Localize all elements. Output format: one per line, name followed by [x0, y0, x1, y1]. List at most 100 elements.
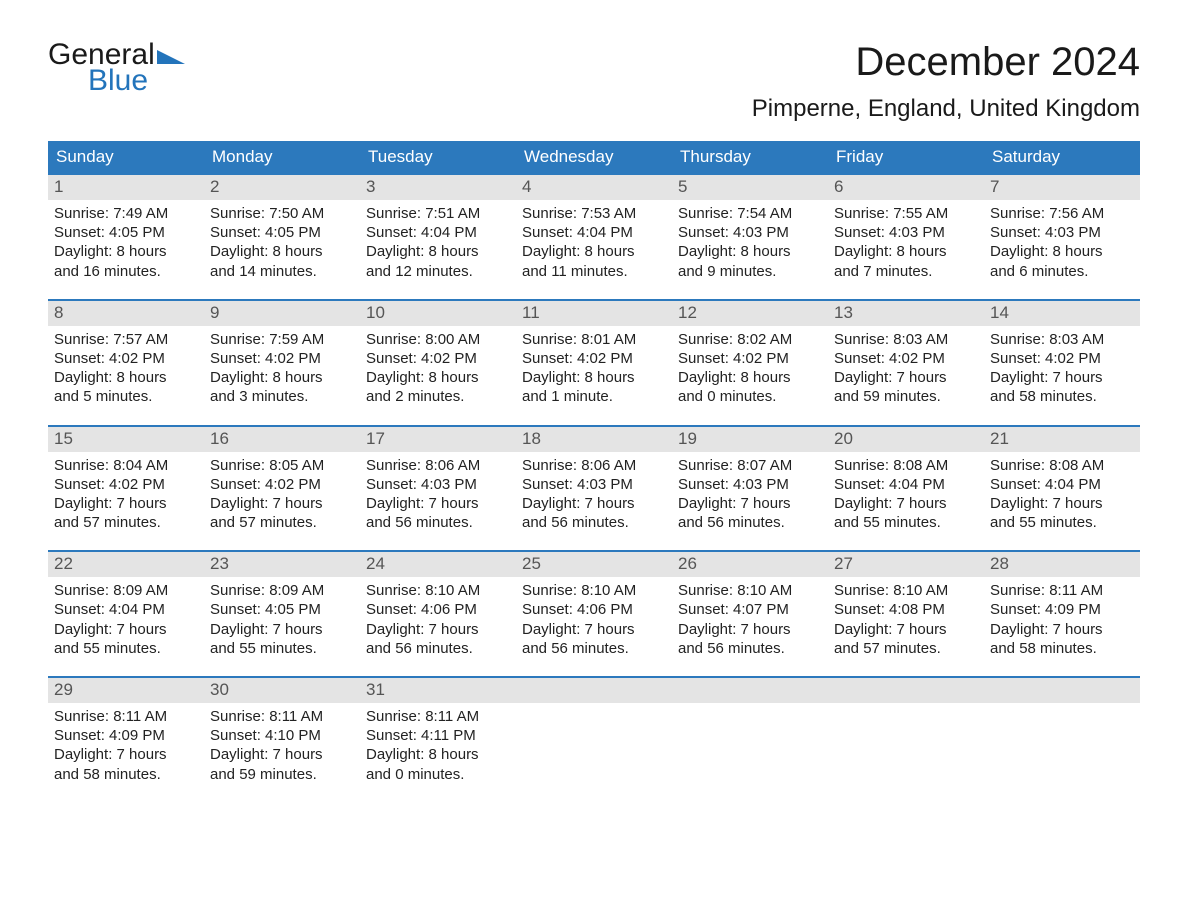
- sunrise-line: Sunrise: 8:05 AM: [210, 456, 354, 475]
- sunset-line: Sunset: 4:05 PM: [210, 223, 354, 242]
- calendar-day: 6Sunrise: 7:55 AMSunset: 4:03 PMDaylight…: [828, 175, 984, 285]
- sunset-line: Sunset: 4:02 PM: [990, 349, 1134, 368]
- sunset-line: Sunset: 4:03 PM: [522, 475, 666, 494]
- sunset-line: Sunset: 4:05 PM: [210, 600, 354, 619]
- weekday-header: Friday: [828, 141, 984, 173]
- day-number: [516, 678, 672, 703]
- weekday-header-row: SundayMondayTuesdayWednesdayThursdayFrid…: [48, 141, 1140, 173]
- day-details: Sunrise: 8:11 AMSunset: 4:09 PMDaylight:…: [984, 577, 1140, 662]
- daylight-line-2: and 55 minutes.: [834, 513, 978, 532]
- sunrise-line: Sunrise: 7:53 AM: [522, 204, 666, 223]
- weekday-header: Wednesday: [516, 141, 672, 173]
- sunrise-line: Sunrise: 8:11 AM: [366, 707, 510, 726]
- sunset-line: Sunset: 4:04 PM: [54, 600, 198, 619]
- day-details: [984, 703, 1140, 711]
- day-number: 22: [48, 552, 204, 577]
- day-details: Sunrise: 8:02 AMSunset: 4:02 PMDaylight:…: [672, 326, 828, 411]
- daylight-line-1: Daylight: 8 hours: [522, 368, 666, 387]
- calendar-day: 28Sunrise: 8:11 AMSunset: 4:09 PMDayligh…: [984, 552, 1140, 662]
- calendar-day-empty: [828, 678, 984, 788]
- day-number: 27: [828, 552, 984, 577]
- calendar-day-empty: [516, 678, 672, 788]
- daylight-line-2: and 16 minutes.: [54, 262, 198, 281]
- daylight-line-2: and 2 minutes.: [366, 387, 510, 406]
- daylight-line-2: and 56 minutes.: [522, 513, 666, 532]
- day-details: Sunrise: 8:10 AMSunset: 4:06 PMDaylight:…: [360, 577, 516, 662]
- daylight-line-2: and 0 minutes.: [366, 765, 510, 784]
- sunset-line: Sunset: 4:02 PM: [210, 475, 354, 494]
- sunrise-line: Sunrise: 8:06 AM: [366, 456, 510, 475]
- calendar-week: 8Sunrise: 7:57 AMSunset: 4:02 PMDaylight…: [48, 299, 1140, 411]
- daylight-line-2: and 6 minutes.: [990, 262, 1134, 281]
- sunrise-line: Sunrise: 8:09 AM: [210, 581, 354, 600]
- sunset-line: Sunset: 4:11 PM: [366, 726, 510, 745]
- day-details: Sunrise: 8:08 AMSunset: 4:04 PMDaylight:…: [828, 452, 984, 537]
- calendar-week: 22Sunrise: 8:09 AMSunset: 4:04 PMDayligh…: [48, 550, 1140, 662]
- sunset-line: Sunset: 4:07 PM: [678, 600, 822, 619]
- sunset-line: Sunset: 4:06 PM: [522, 600, 666, 619]
- calendar-day: 4Sunrise: 7:53 AMSunset: 4:04 PMDaylight…: [516, 175, 672, 285]
- weekday-header: Tuesday: [360, 141, 516, 173]
- day-number: 19: [672, 427, 828, 452]
- daylight-line-1: Daylight: 7 hours: [990, 494, 1134, 513]
- day-details: [672, 703, 828, 711]
- calendar-day: 5Sunrise: 7:54 AMSunset: 4:03 PMDaylight…: [672, 175, 828, 285]
- calendar-day: 7Sunrise: 7:56 AMSunset: 4:03 PMDaylight…: [984, 175, 1140, 285]
- day-number: [828, 678, 984, 703]
- day-details: Sunrise: 8:03 AMSunset: 4:02 PMDaylight:…: [828, 326, 984, 411]
- daylight-line-2: and 7 minutes.: [834, 262, 978, 281]
- calendar-day-empty: [672, 678, 828, 788]
- calendar-day: 18Sunrise: 8:06 AMSunset: 4:03 PMDayligh…: [516, 427, 672, 537]
- daylight-line-2: and 56 minutes.: [366, 513, 510, 532]
- day-number: 10: [360, 301, 516, 326]
- day-number: 12: [672, 301, 828, 326]
- sunrise-line: Sunrise: 7:59 AM: [210, 330, 354, 349]
- day-details: Sunrise: 8:11 AMSunset: 4:09 PMDaylight:…: [48, 703, 204, 788]
- sunset-line: Sunset: 4:06 PM: [366, 600, 510, 619]
- daylight-line-2: and 57 minutes.: [210, 513, 354, 532]
- calendar: SundayMondayTuesdayWednesdayThursdayFrid…: [48, 141, 1140, 788]
- day-number: 31: [360, 678, 516, 703]
- day-details: Sunrise: 8:10 AMSunset: 4:08 PMDaylight:…: [828, 577, 984, 662]
- calendar-day: 29Sunrise: 8:11 AMSunset: 4:09 PMDayligh…: [48, 678, 204, 788]
- calendar-day: 22Sunrise: 8:09 AMSunset: 4:04 PMDayligh…: [48, 552, 204, 662]
- sunrise-line: Sunrise: 8:10 AM: [522, 581, 666, 600]
- day-details: Sunrise: 7:49 AMSunset: 4:05 PMDaylight:…: [48, 200, 204, 285]
- daylight-line-2: and 9 minutes.: [678, 262, 822, 281]
- day-details: Sunrise: 8:08 AMSunset: 4:04 PMDaylight:…: [984, 452, 1140, 537]
- calendar-day: 11Sunrise: 8:01 AMSunset: 4:02 PMDayligh…: [516, 301, 672, 411]
- sunset-line: Sunset: 4:02 PM: [54, 349, 198, 368]
- sunset-line: Sunset: 4:04 PM: [834, 475, 978, 494]
- day-number: 6: [828, 175, 984, 200]
- sunrise-line: Sunrise: 7:51 AM: [366, 204, 510, 223]
- day-details: Sunrise: 7:50 AMSunset: 4:05 PMDaylight:…: [204, 200, 360, 285]
- sunset-line: Sunset: 4:03 PM: [678, 223, 822, 242]
- daylight-line-2: and 55 minutes.: [990, 513, 1134, 532]
- sunrise-line: Sunrise: 7:50 AM: [210, 204, 354, 223]
- sunrise-line: Sunrise: 8:07 AM: [678, 456, 822, 475]
- calendar-body: 1Sunrise: 7:49 AMSunset: 4:05 PMDaylight…: [48, 173, 1140, 788]
- sunrise-line: Sunrise: 8:08 AM: [834, 456, 978, 475]
- logo-text-2: Blue: [88, 64, 148, 97]
- sunset-line: Sunset: 4:02 PM: [678, 349, 822, 368]
- day-details: Sunrise: 8:09 AMSunset: 4:05 PMDaylight:…: [204, 577, 360, 662]
- sunset-line: Sunset: 4:09 PM: [54, 726, 198, 745]
- sunset-line: Sunset: 4:02 PM: [210, 349, 354, 368]
- daylight-line-2: and 5 minutes.: [54, 387, 198, 406]
- sunrise-line: Sunrise: 8:09 AM: [54, 581, 198, 600]
- day-details: Sunrise: 7:56 AMSunset: 4:03 PMDaylight:…: [984, 200, 1140, 285]
- daylight-line-2: and 59 minutes.: [210, 765, 354, 784]
- calendar-day: 31 Sunrise: 8:11 AMSunset: 4:11 PMDayligh…: [360, 678, 516, 788]
- day-number: 21: [984, 427, 1140, 452]
- daylight-line-1: Daylight: 7 hours: [678, 620, 822, 639]
- day-number: 3: [360, 175, 516, 200]
- daylight-line-2: and 55 minutes.: [54, 639, 198, 658]
- sunrise-line: Sunrise: 7:54 AM: [678, 204, 822, 223]
- calendar-day: 9Sunrise: 7:59 AMSunset: 4:02 PMDaylight…: [204, 301, 360, 411]
- calendar-week: 29Sunrise: 8:11 AMSunset: 4:09 PMDayligh…: [48, 676, 1140, 788]
- day-number: 11: [516, 301, 672, 326]
- daylight-line-1: Daylight: 8 hours: [366, 745, 510, 764]
- logo-triangle-icon: [157, 46, 185, 68]
- day-number: [672, 678, 828, 703]
- day-number: 4: [516, 175, 672, 200]
